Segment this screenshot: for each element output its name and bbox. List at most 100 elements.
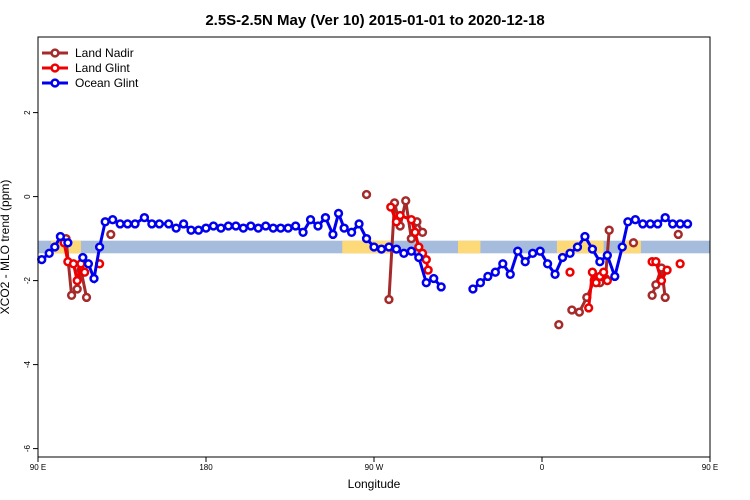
data-point [108,215,118,225]
data-point [290,221,301,231]
data-point [201,223,211,233]
data-point [675,259,685,269]
data-point [391,217,402,227]
data-point [604,225,614,235]
data-point [528,248,538,258]
data-point [361,233,372,244]
series-ocean-glint [37,208,693,294]
data-point [673,229,683,240]
x-axis: 90 E 180 90 W 0 90 E [30,457,718,472]
data-point [130,219,140,229]
data-point [55,231,66,242]
data-point [591,278,601,288]
y-axis-label: XCO2 - MLO trend (ppm) [0,180,12,315]
data-point [63,238,73,248]
data-point [354,219,364,229]
data-point [421,254,431,265]
data-point [565,267,575,277]
data-point [399,248,409,258]
data-point [384,242,394,252]
data-point [617,242,627,252]
data-point [602,275,612,286]
legend-item: Land Glint [42,61,130,75]
legend-item: Land Nadir [42,46,134,60]
y-tick-label: -6 [23,444,32,452]
data-point [417,227,428,237]
data-point [178,219,189,229]
x-tick-label: 90 E [702,463,718,472]
data-point [602,250,612,261]
legend-swatch-marker [50,78,60,88]
data-point [66,290,77,300]
x-tick-label: 180 [199,463,213,472]
legend-label: Ocean Glint [75,76,139,90]
data-point [490,267,500,277]
data-point [675,219,685,229]
data-point [298,227,308,237]
y-axis: -6 -4 -2 0 2 [23,110,38,452]
data-point [628,238,639,248]
data-point [72,275,82,286]
y-tick-label: -2 [23,276,32,284]
data-point [216,223,226,233]
data-point [346,227,357,237]
data-point [94,242,105,252]
data-point [339,223,349,233]
data-point [410,227,420,237]
data-point [384,294,394,305]
data-point [100,217,110,227]
data-point [283,223,293,233]
data-point [171,223,181,233]
data-point [72,284,82,294]
data-point [513,246,523,256]
data-point [584,303,594,313]
data-point [276,223,286,233]
data-point [386,202,396,212]
data-point [682,219,693,229]
data-point [186,225,196,235]
data-point [223,221,234,231]
data-point [505,269,515,279]
data-point [468,284,478,294]
data-point [238,223,248,233]
data-point [78,252,88,263]
data-point [395,210,405,221]
data-point [333,208,344,219]
data-point [83,259,94,269]
data-point [154,219,164,229]
data-point [106,229,116,240]
x-tick-label: 90 W [365,463,384,472]
data-point [414,252,424,263]
data-point [320,212,331,223]
data-point [68,259,79,269]
series-layer [37,189,693,330]
data-point [498,259,508,269]
data-point [651,257,661,267]
data-point [81,292,92,303]
yellow-band-segment [458,240,481,254]
data-point [587,244,598,254]
data-point [44,248,54,258]
data-point [572,242,583,252]
data-point [647,290,657,300]
data-point [268,223,278,233]
data-point [595,257,605,267]
legend-label: Land Glint [75,61,130,75]
data-point [89,273,99,284]
data-point [401,196,411,206]
data-point [391,244,402,254]
data-point [37,254,47,265]
data-point [369,242,379,252]
data-point [668,219,678,229]
data-point [630,215,640,225]
y-tick-label: -4 [23,360,32,368]
y-tick-label: 0 [23,194,32,199]
data-point [660,292,670,303]
data-point [376,244,387,254]
data-point [115,219,125,229]
data-point [80,267,90,277]
data-point [587,267,598,277]
data-point [565,248,575,258]
data-point [361,189,372,200]
